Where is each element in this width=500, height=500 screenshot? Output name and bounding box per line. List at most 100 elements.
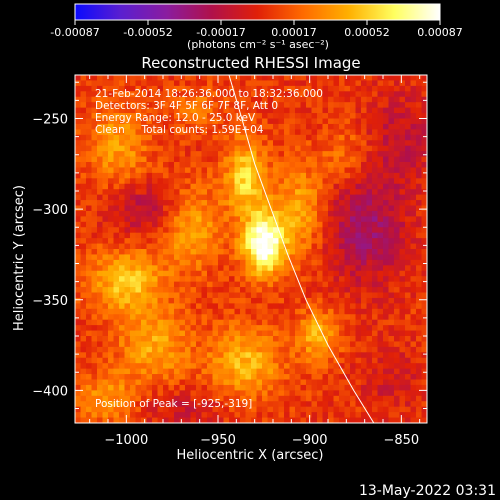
heatmap-cell bbox=[141, 308, 147, 315]
heatmap-cell bbox=[328, 200, 334, 206]
heatmap-cell bbox=[196, 341, 202, 348]
heatmap-cell bbox=[174, 368, 180, 375]
heatmap-cell bbox=[361, 395, 367, 402]
heatmap-cell bbox=[113, 134, 120, 141]
heatmap-cell bbox=[372, 379, 378, 386]
heatmap-cell bbox=[328, 134, 334, 141]
heatmap-cell bbox=[234, 75, 241, 81]
heatmap-cell bbox=[339, 297, 345, 304]
heatmap-cell bbox=[75, 96, 81, 103]
heatmap-cell bbox=[223, 281, 230, 288]
heatmap bbox=[75, 75, 427, 423]
heatmap-cell bbox=[97, 123, 103, 130]
heatmap-cell bbox=[300, 102, 307, 109]
heatmap-cell bbox=[300, 118, 307, 125]
heatmap-cell bbox=[372, 401, 378, 408]
heatmap-cell bbox=[372, 96, 378, 103]
heatmap-cell bbox=[234, 80, 241, 87]
heatmap-cell bbox=[306, 113, 312, 119]
heatmap-cell bbox=[201, 325, 208, 331]
heatmap-cell bbox=[240, 151, 246, 157]
heatmap-cell bbox=[135, 129, 142, 136]
heatmap-cell bbox=[377, 292, 384, 299]
heatmap-cell bbox=[190, 113, 197, 119]
heatmap-cell bbox=[344, 406, 351, 413]
heatmap-cell bbox=[91, 232, 98, 239]
heatmap-cell bbox=[366, 107, 373, 114]
heatmap-cell bbox=[394, 384, 400, 391]
heatmap-cell bbox=[91, 287, 98, 293]
heatmap-cell bbox=[416, 270, 422, 277]
heatmap-cell bbox=[361, 145, 367, 152]
heatmap-cell bbox=[388, 319, 395, 326]
heatmap-cell bbox=[130, 205, 136, 212]
heatmap-cell bbox=[377, 384, 384, 391]
heatmap-cell bbox=[355, 118, 362, 125]
heatmap-cell bbox=[339, 254, 345, 261]
heatmap-cell bbox=[168, 238, 175, 244]
heatmap-cell bbox=[256, 330, 263, 337]
heatmap-cell bbox=[240, 341, 246, 348]
heatmap-cell bbox=[245, 390, 252, 397]
heatmap-cell bbox=[163, 379, 169, 386]
heatmap-cell bbox=[102, 113, 109, 119]
heatmap-cell bbox=[141, 265, 147, 272]
heatmap-cell bbox=[163, 129, 169, 136]
heatmap-cell bbox=[102, 123, 109, 130]
heatmap-cell bbox=[157, 210, 164, 217]
heatmap-cell bbox=[273, 363, 279, 370]
heatmap-cell bbox=[124, 265, 131, 272]
heatmap-cell bbox=[108, 232, 114, 239]
heatmap-cell bbox=[311, 243, 318, 250]
heatmap-cell bbox=[273, 281, 279, 288]
heatmap-cell bbox=[295, 265, 301, 272]
heatmap-cell bbox=[284, 178, 290, 185]
heatmap-cell bbox=[196, 232, 202, 239]
heatmap-cell bbox=[179, 325, 186, 331]
heatmap-cell bbox=[377, 276, 384, 283]
heatmap-cell bbox=[306, 75, 312, 81]
heatmap-cell bbox=[108, 162, 114, 168]
heatmap-cell bbox=[317, 156, 323, 163]
heatmap-cell bbox=[190, 384, 197, 391]
heatmap-cell bbox=[262, 249, 268, 255]
heatmap-cell bbox=[399, 270, 406, 277]
heatmap-cell bbox=[196, 172, 202, 179]
heatmap-cell bbox=[97, 145, 103, 152]
heatmap-cell bbox=[196, 102, 202, 109]
heatmap-cell bbox=[196, 216, 202, 223]
heatmap-cell bbox=[405, 390, 411, 397]
heatmap-cell bbox=[383, 210, 389, 217]
heatmap-cell bbox=[251, 162, 257, 168]
heatmap-cell bbox=[256, 281, 263, 288]
y-tick-label: −300 bbox=[32, 203, 68, 218]
heatmap-cell bbox=[405, 75, 411, 81]
heatmap-cell bbox=[300, 75, 307, 81]
heatmap-cell bbox=[399, 243, 406, 250]
heatmap-cell bbox=[124, 292, 131, 299]
heatmap-cell bbox=[388, 406, 395, 413]
heatmap-cell bbox=[366, 341, 373, 348]
heatmap-cell bbox=[234, 395, 241, 402]
heatmap-cell bbox=[289, 352, 296, 359]
heatmap-cell bbox=[289, 406, 296, 413]
heatmap-cell bbox=[212, 113, 219, 119]
heatmap-cell bbox=[421, 172, 427, 179]
heatmap-cell bbox=[190, 140, 197, 147]
heatmap-cell bbox=[350, 308, 356, 315]
heatmap-cell bbox=[75, 314, 81, 321]
heatmap-cell bbox=[399, 140, 406, 147]
heatmap-cell bbox=[300, 390, 307, 397]
heatmap-cell bbox=[388, 346, 395, 353]
heatmap-cell bbox=[218, 287, 224, 293]
heatmap-cell bbox=[152, 417, 158, 423]
heatmap-cell bbox=[212, 249, 219, 255]
heatmap-cell bbox=[245, 254, 252, 261]
heatmap-cell bbox=[97, 368, 103, 375]
heatmap-cell bbox=[355, 151, 362, 157]
heatmap-cell bbox=[366, 238, 373, 244]
heatmap-cell bbox=[262, 210, 268, 217]
heatmap-cell bbox=[174, 330, 180, 337]
heatmap-cell bbox=[267, 341, 274, 348]
heatmap-cell bbox=[102, 336, 109, 342]
